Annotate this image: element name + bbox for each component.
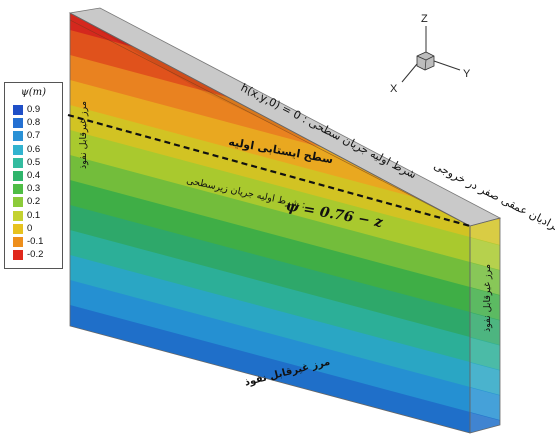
contour-band [70,227,470,376]
y-axis-line [433,60,461,71]
axis-triad: Z Y X [390,13,471,95]
legend-entry: 0.6 [13,143,63,155]
legend-entry: 0.1 [13,209,63,221]
legend-title: ψ(m) [20,87,47,98]
legend-entry: 0.2 [13,196,63,208]
legend-swatch [13,210,23,221]
legend-swatch [13,184,23,195]
legend-swatch [13,197,23,208]
contour-band [70,152,470,301]
contour-band [70,277,470,426]
legend-swatch [13,105,23,115]
side-outline [469,217,501,434]
legend-label: 0.7 [27,130,41,142]
contour-band [70,302,470,433]
legend-entry: -0.1 [13,236,63,247]
left-boundary-label: مرز غیرقابل نفوذ [78,101,89,169]
legend-label: 0.6 [27,143,41,155]
legend-label: 0 [27,222,33,234]
legend-label: 0.1 [27,209,41,221]
legend-swatch [13,171,23,181]
contour-band [70,127,470,276]
contour-band [70,177,470,326]
color-legend: ψ(m) 0.9 0.8 0.7 0.6 0.5 0.4 0.3 0.2 0.1 0 -0.1 -0.… [4,82,63,269]
legend-label: -0.2 [27,249,44,261]
legend-label: 0.9 [27,104,41,115]
legend-swatch [13,131,23,142]
legend-label: 0.3 [27,183,41,195]
legend-swatch [13,223,23,234]
legend-entry: 0.9 [13,104,63,115]
legend-entry: 0 [13,222,63,234]
x-axis-label: X [390,83,398,95]
legend-entry: 0.5 [13,156,63,168]
wedge-edge-line [69,19,471,227]
legend-entry: 0.8 [13,117,63,129]
legend-label: 0.2 [27,196,41,208]
legend-entry: 0.7 [13,130,63,142]
legend-entry: 0.3 [13,183,63,195]
legend-label: -0.1 [27,236,44,247]
legend-entry: 0.4 [13,170,63,181]
legend-swatch [13,118,23,129]
right-boundary-label: مرز غیرقابل نفوذ [482,264,493,332]
legend-label: 0.5 [27,156,41,168]
y-axis-label: Y [463,68,471,80]
legend-swatch [13,144,23,155]
contour-band [70,202,470,351]
legend-swatch [13,157,23,168]
contour-band [70,252,470,401]
legend-swatch [13,250,23,261]
legend-label: 0.8 [27,117,41,129]
legend-label: 0.4 [27,170,41,181]
z-axis-label: Z [421,13,428,25]
legend-swatch [13,237,23,247]
legend-entry: -0.2 [13,249,63,261]
x-axis-line [401,63,418,83]
